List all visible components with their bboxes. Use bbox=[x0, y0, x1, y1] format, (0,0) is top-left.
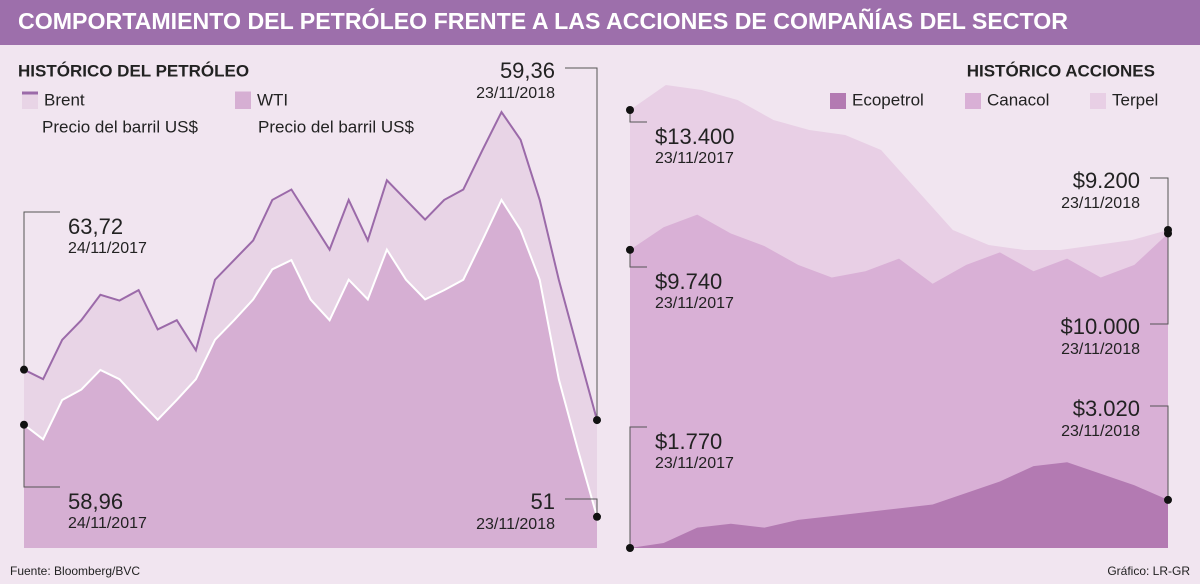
legend-label: Terpel bbox=[1112, 90, 1158, 109]
area bbox=[630, 462, 1168, 548]
value-label: $9.740 bbox=[655, 269, 722, 294]
leader-line bbox=[565, 67, 598, 421]
date-label: 23/11/2017 bbox=[655, 295, 734, 312]
leader-line bbox=[629, 249, 647, 268]
end-dot bbox=[1164, 495, 1172, 504]
value-label: $9.200 bbox=[1073, 168, 1140, 193]
start-dot bbox=[20, 365, 28, 374]
line bbox=[23, 197, 598, 518]
legend-swatch bbox=[22, 93, 38, 109]
value-label: 63,72 bbox=[68, 214, 123, 239]
value-label: $1.770 bbox=[655, 429, 722, 454]
leader-line bbox=[1150, 405, 1169, 500]
value-label: 59,36 bbox=[500, 58, 555, 83]
legend-swatch bbox=[235, 93, 251, 109]
legend-swatch bbox=[965, 93, 981, 109]
source: Fuente: Bloomberg/BVC bbox=[10, 564, 140, 578]
line bbox=[23, 110, 598, 421]
value-label: 51 bbox=[531, 489, 555, 514]
start-dot bbox=[626, 544, 634, 552]
date-label: 24/11/2017 bbox=[68, 515, 147, 532]
value-label: $3.020 bbox=[1073, 396, 1140, 421]
legend-label: Ecopetrol bbox=[852, 90, 924, 109]
date-label: 23/11/2017 bbox=[655, 150, 734, 167]
leader-line bbox=[1150, 233, 1169, 325]
leader-line bbox=[565, 498, 598, 517]
area bbox=[630, 214, 1168, 548]
date-label: 23/11/2018 bbox=[476, 516, 555, 533]
date-label: 23/11/2017 bbox=[655, 455, 734, 472]
title: COMPORTAMIENTO DEL PETRÓLEO FRENTE A LAS… bbox=[18, 7, 1068, 34]
legend-swatch bbox=[1090, 93, 1106, 109]
value-label: $13.400 bbox=[655, 124, 735, 149]
legend-unit: Precio del barril US$ bbox=[258, 117, 414, 136]
value-label: 58,96 bbox=[68, 489, 123, 514]
legend-label: WTI bbox=[257, 90, 288, 109]
leader-line bbox=[23, 211, 60, 370]
legend-swatch bbox=[830, 93, 846, 109]
leader-line bbox=[23, 424, 60, 488]
end-dot bbox=[1164, 226, 1172, 234]
title-bar bbox=[0, 0, 1200, 45]
start-dot bbox=[626, 245, 634, 254]
date-label: 24/11/2017 bbox=[68, 240, 147, 257]
date-label: 23/11/2018 bbox=[1061, 341, 1140, 358]
credit: Gráfico: LR-GR bbox=[1107, 564, 1190, 578]
chart-title: HISTÓRICO ACCIONES bbox=[967, 61, 1155, 80]
start-dot bbox=[626, 106, 634, 114]
legend-unit: Precio del barril US$ bbox=[42, 117, 198, 136]
legend-label: Canacol bbox=[987, 90, 1049, 109]
date-label: 23/11/2018 bbox=[1061, 423, 1140, 440]
start-dot bbox=[20, 420, 28, 429]
area bbox=[24, 199, 597, 548]
leader-line bbox=[629, 426, 647, 548]
leader-line bbox=[1150, 177, 1169, 230]
value-label: $10.000 bbox=[1060, 314, 1140, 339]
chart-title: HISTÓRICO DEL PETRÓLEO bbox=[18, 61, 249, 80]
legend-label: Brent bbox=[44, 90, 85, 109]
end-dot bbox=[593, 416, 601, 425]
date-label: 23/11/2018 bbox=[476, 85, 555, 102]
date-label: 23/11/2018 bbox=[1061, 195, 1140, 212]
end-dot bbox=[593, 512, 601, 521]
